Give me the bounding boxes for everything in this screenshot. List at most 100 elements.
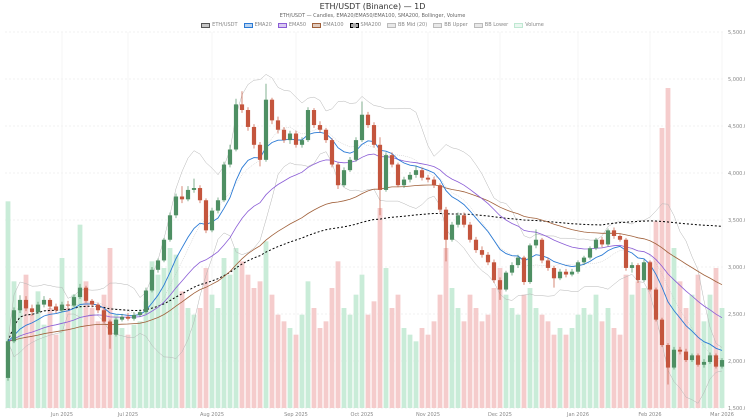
candle xyxy=(401,176,407,189)
candle xyxy=(497,277,503,300)
candle xyxy=(647,260,653,292)
x-tick-label: Dec 2025 xyxy=(488,412,512,418)
legend-item[interactable]: EMA100 xyxy=(312,22,344,28)
volume-bar xyxy=(353,294,359,408)
candle xyxy=(95,302,101,314)
candle xyxy=(683,348,689,362)
volume-bar xyxy=(461,321,467,408)
legend-item[interactable]: Volume xyxy=(514,22,544,28)
legend-item[interactable]: ETH/USDT xyxy=(201,22,238,28)
legend-swatch xyxy=(349,22,359,28)
candle-body xyxy=(257,144,263,160)
volume-bar xyxy=(419,328,425,408)
legend-item[interactable]: BB Upper xyxy=(433,22,468,28)
volume-bar xyxy=(47,308,53,408)
volume-bar xyxy=(77,224,83,408)
candle xyxy=(581,255,587,266)
candle-body xyxy=(125,316,131,319)
y-tick-label: 4,000.0 xyxy=(728,171,745,177)
candle-body xyxy=(671,349,677,368)
legend-label: BB Mid (20) xyxy=(398,22,428,28)
candle-body xyxy=(281,129,287,141)
candle-body xyxy=(365,114,371,126)
candle xyxy=(293,130,299,148)
candle-body xyxy=(665,345,671,368)
candle xyxy=(263,83,269,162)
candle xyxy=(329,138,335,168)
volume-bar xyxy=(227,274,233,408)
volume-bar xyxy=(407,334,413,408)
volume-bar xyxy=(569,328,575,408)
candle xyxy=(653,287,659,322)
candle xyxy=(407,172,413,183)
bb-upper-line xyxy=(7,74,723,348)
candle-body xyxy=(305,110,311,141)
candle xyxy=(215,197,221,214)
volume-bar xyxy=(11,281,17,408)
legend-label: EMA100 xyxy=(323,22,344,28)
candle-body xyxy=(425,177,431,180)
candle-body xyxy=(677,349,683,352)
volume-bar xyxy=(155,274,161,408)
candle xyxy=(101,308,107,324)
candle-body xyxy=(605,230,611,245)
volume-bar xyxy=(557,328,563,408)
volume-bar xyxy=(377,208,383,408)
volume-bar xyxy=(605,308,611,408)
candle xyxy=(311,108,317,128)
legend-label: BB Lower xyxy=(484,22,509,28)
candle-body xyxy=(587,248,593,258)
candle-body xyxy=(473,239,479,251)
candle-body xyxy=(635,265,641,281)
candle xyxy=(545,257,551,271)
candle-body xyxy=(5,341,11,378)
volume-bar xyxy=(83,281,89,408)
volume-bar xyxy=(23,274,29,408)
candle xyxy=(377,137,383,216)
candle-body xyxy=(611,230,617,236)
legend-item[interactable]: EMA50 xyxy=(277,22,306,28)
candle-body xyxy=(83,287,89,301)
candle-body xyxy=(347,159,353,171)
candle xyxy=(185,186,191,202)
candle-body xyxy=(413,170,419,175)
candle-body xyxy=(515,257,521,266)
candle-body xyxy=(263,99,269,160)
candle-body xyxy=(695,355,701,365)
legend-item[interactable]: SMA200 xyxy=(349,22,381,28)
candle xyxy=(341,167,347,188)
legend-label: BB Upper xyxy=(444,22,468,28)
candle-body xyxy=(713,355,719,367)
legend-item[interactable]: BB Mid (20) xyxy=(387,22,427,28)
volume-bar xyxy=(263,241,269,408)
candle-body xyxy=(65,304,71,306)
candle xyxy=(35,301,41,314)
volume-bar xyxy=(617,334,623,408)
legend-item[interactable]: EMA20 xyxy=(243,22,272,28)
candle-body xyxy=(311,110,317,126)
candle-body xyxy=(641,262,647,281)
candle xyxy=(221,161,227,203)
candle-body xyxy=(401,179,407,186)
candle xyxy=(485,251,491,266)
candle-body xyxy=(113,319,119,335)
candle xyxy=(227,144,233,168)
volume-bar xyxy=(17,308,23,408)
candle xyxy=(179,186,185,204)
volume-bar xyxy=(35,291,41,408)
x-tick-label: Jul 2025 xyxy=(117,412,138,418)
volume-bar xyxy=(491,288,497,408)
candle-body xyxy=(497,280,503,290)
candle-body xyxy=(389,155,395,165)
volume-bar xyxy=(5,201,11,408)
legend-item[interactable]: BB Lower xyxy=(473,22,509,28)
candle-body xyxy=(323,129,329,141)
candle-body xyxy=(683,351,689,361)
candle xyxy=(701,359,707,368)
candle-body xyxy=(527,245,533,283)
x-tick-label: Jan 2026 xyxy=(566,412,589,418)
candle xyxy=(65,300,71,309)
candle xyxy=(371,122,377,148)
volume-bar xyxy=(113,314,119,408)
x-tick-label: Jun 2025 xyxy=(50,412,73,418)
